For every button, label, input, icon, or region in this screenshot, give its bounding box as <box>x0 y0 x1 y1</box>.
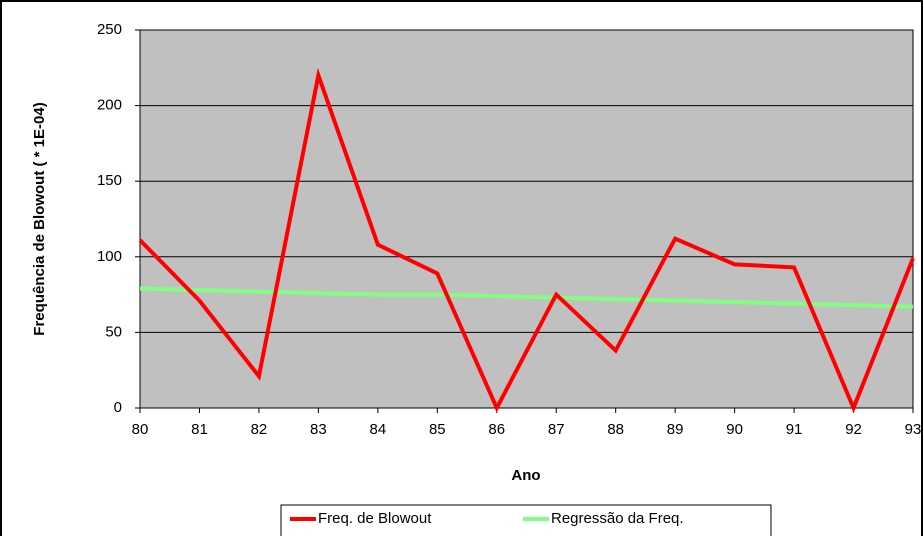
x-tick-label: 86 <box>488 421 505 438</box>
y-tick-label: 150 <box>97 172 122 189</box>
legend-label: Freq. de Blowout <box>318 510 432 527</box>
x-tick-label: 89 <box>667 421 684 438</box>
y-axis-label: Frequência de Blowout ( * 1E-04) <box>31 102 48 335</box>
y-tick-label: 50 <box>105 323 122 340</box>
y-tick-label: 100 <box>97 248 122 265</box>
x-tick-label: 92 <box>845 421 862 438</box>
x-tick-label: 83 <box>310 421 327 438</box>
x-axis-label: Ano <box>511 467 540 484</box>
legend-label: Regressão da Freq. <box>551 510 684 527</box>
x-tick-label: 82 <box>251 421 268 438</box>
x-tick-label: 84 <box>370 421 387 438</box>
series-line <box>139 286 914 309</box>
series-line <box>138 67 915 414</box>
x-tick-label: 85 <box>429 421 446 438</box>
x-tick-label: 87 <box>548 421 565 438</box>
x-tick-label: 80 <box>132 421 149 438</box>
y-tick-label: 250 <box>97 21 122 38</box>
x-tick-label: 90 <box>726 421 743 438</box>
plot-area <box>139 29 914 409</box>
x-tick-label: 81 <box>191 421 208 438</box>
y-tick-label: 0 <box>114 399 122 416</box>
x-tick-label: 88 <box>607 421 624 438</box>
x-tick-label: 91 <box>786 421 803 438</box>
x-tick-label: 93 <box>905 421 922 438</box>
y-tick-label: 200 <box>97 97 122 114</box>
